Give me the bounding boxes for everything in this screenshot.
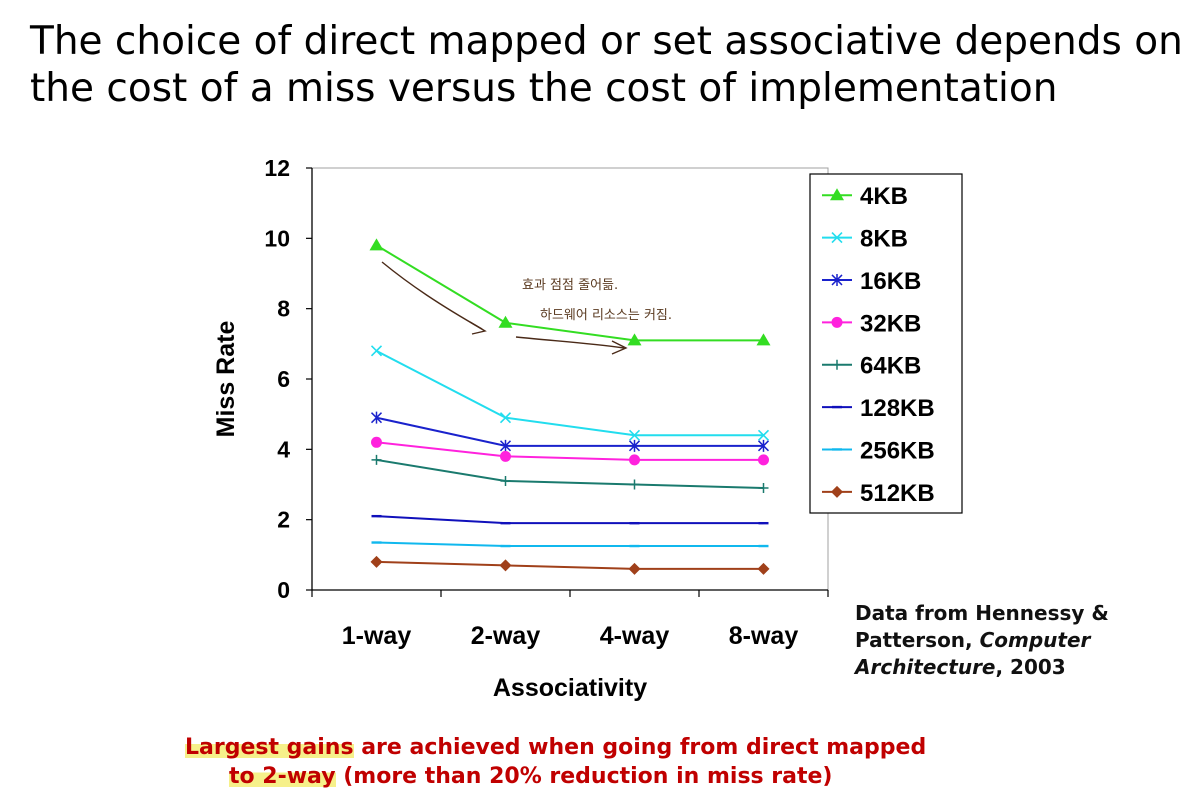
data-point-8KB-2-way [499,412,512,424]
slide-title-line1: The choice of direct mapped or set assoc… [30,19,1183,64]
y-tick-label: 4 [277,436,290,462]
x-tick-label: 8-way [729,622,799,650]
series-line-256KB [376,541,764,548]
series-line-128KB [376,515,764,525]
data-point-64KB-1-way [371,454,382,465]
legend-marker-512KB [831,485,843,498]
data-point-32KB-8-way [758,454,769,466]
legend-box [809,173,963,514]
data-point-4KB-2-way [498,315,513,328]
y-tick-label: 2 [277,507,290,533]
legend-marker-4KB [830,188,844,201]
legend-label-4KB: 4KB [860,183,908,210]
handwritten-arrow-2-head [611,340,628,355]
x-tick-label: 4-way [600,622,670,650]
credit-line3-suffix: , 2003 [995,655,1066,679]
data-point-512KB-2-way [499,559,512,572]
credit-line1: Data from Hennessy & [855,601,1109,625]
data-point-8KB-1-way [370,345,383,357]
y-tick-label: 12 [264,155,290,181]
legend-label-64KB: 64KB [860,353,921,380]
note-highlight-2: to 2-way [229,764,336,789]
data-source-credit: Data from Hennessy & Patterson, Computer… [855,600,1165,681]
data-point-32KB-4-way [629,454,640,466]
series-line-4KB [375,244,764,342]
x-tick-label: 1-way [342,622,412,650]
series-line-16KB [376,416,764,447]
data-point-32KB-1-way [371,436,382,448]
data-point-64KB-2-way [500,475,511,486]
handwritten-note-line1: 효과 점점 줄어듦. [522,278,618,293]
series-line-8KB [376,349,764,437]
handwritten-annotation: 효과 점점 줄어듦. 하드웨어 리소스는 커짐. [381,261,672,355]
handwritten-arrow-1 [381,261,483,330]
credit-line2-prefix: Patterson, [855,628,980,652]
x-tick-label: 2-way [471,622,541,650]
y-tick-label: 10 [264,225,290,251]
note-line2-rest: (more than 20% reduction in miss rate) [335,764,833,789]
data-point-4KB-8-way [756,333,771,346]
handwritten-note-line2: 하드웨어 리소스는 커짐. [540,308,672,323]
legend-marker-32KB [831,316,843,328]
note-highlight-1: Largest gains [185,735,354,760]
slide-title-line2: the cost of a miss versus the cost of im… [30,66,1058,111]
data-point-16KB-2-way [499,439,512,452]
data-point-64KB-8-way [758,483,769,494]
legend-label-128KB: 128KB [860,395,935,422]
y-tick-label: 8 [277,296,290,322]
handwritten-arrow-2 [515,336,625,349]
data-point-4KB-1-way [369,238,384,251]
handwritten-arrow-1-head [469,321,487,335]
legend-label-16KB: 16KB [860,268,921,295]
series-line-512KB [376,560,764,570]
legend-label-512KB: 512KB [860,480,935,507]
data-point-512KB-1-way [370,555,383,568]
legend-marker-64KB [832,359,842,370]
data-point-16KB-1-way [370,411,383,424]
legend-marker-8KB [831,231,843,244]
y-tick-label: 0 [277,577,290,603]
data-point-16KB-8-way [757,439,770,452]
slide-title: The choice of direct mapped or set assoc… [30,18,1183,112]
x-axis-title: Associativity [493,674,647,702]
legend-marker-16KB [831,273,843,286]
data-point-8KB-8-way [757,429,770,441]
data-point-32KB-2-way [500,450,511,462]
legend-label-8KB: 8KB [860,226,908,253]
legend-label-32KB: 32KB [860,310,921,337]
data-point-4KB-4-way [627,333,642,346]
data-point-64KB-4-way [629,479,640,490]
series-line-64KB [376,458,764,490]
data-point-512KB-8-way [757,562,770,575]
y-tick-label: 6 [277,366,290,392]
key-takeaway-note: Largest gains are achieved when going fr… [185,733,1045,791]
data-point-8KB-4-way [628,429,641,441]
legend-label-256KB: 256KB [860,437,935,464]
credit-line2-italic: Computer [979,628,1091,652]
note-line1-rest: are achieved when going from direct mapp… [353,735,927,760]
series-line-32KB [376,441,764,461]
plot-area [311,167,829,591]
y-axis-title: Miss Rate [212,321,240,438]
data-point-16KB-4-way [628,439,641,452]
credit-line3-italic: Architecture [855,655,996,679]
data-point-512KB-4-way [628,562,641,575]
